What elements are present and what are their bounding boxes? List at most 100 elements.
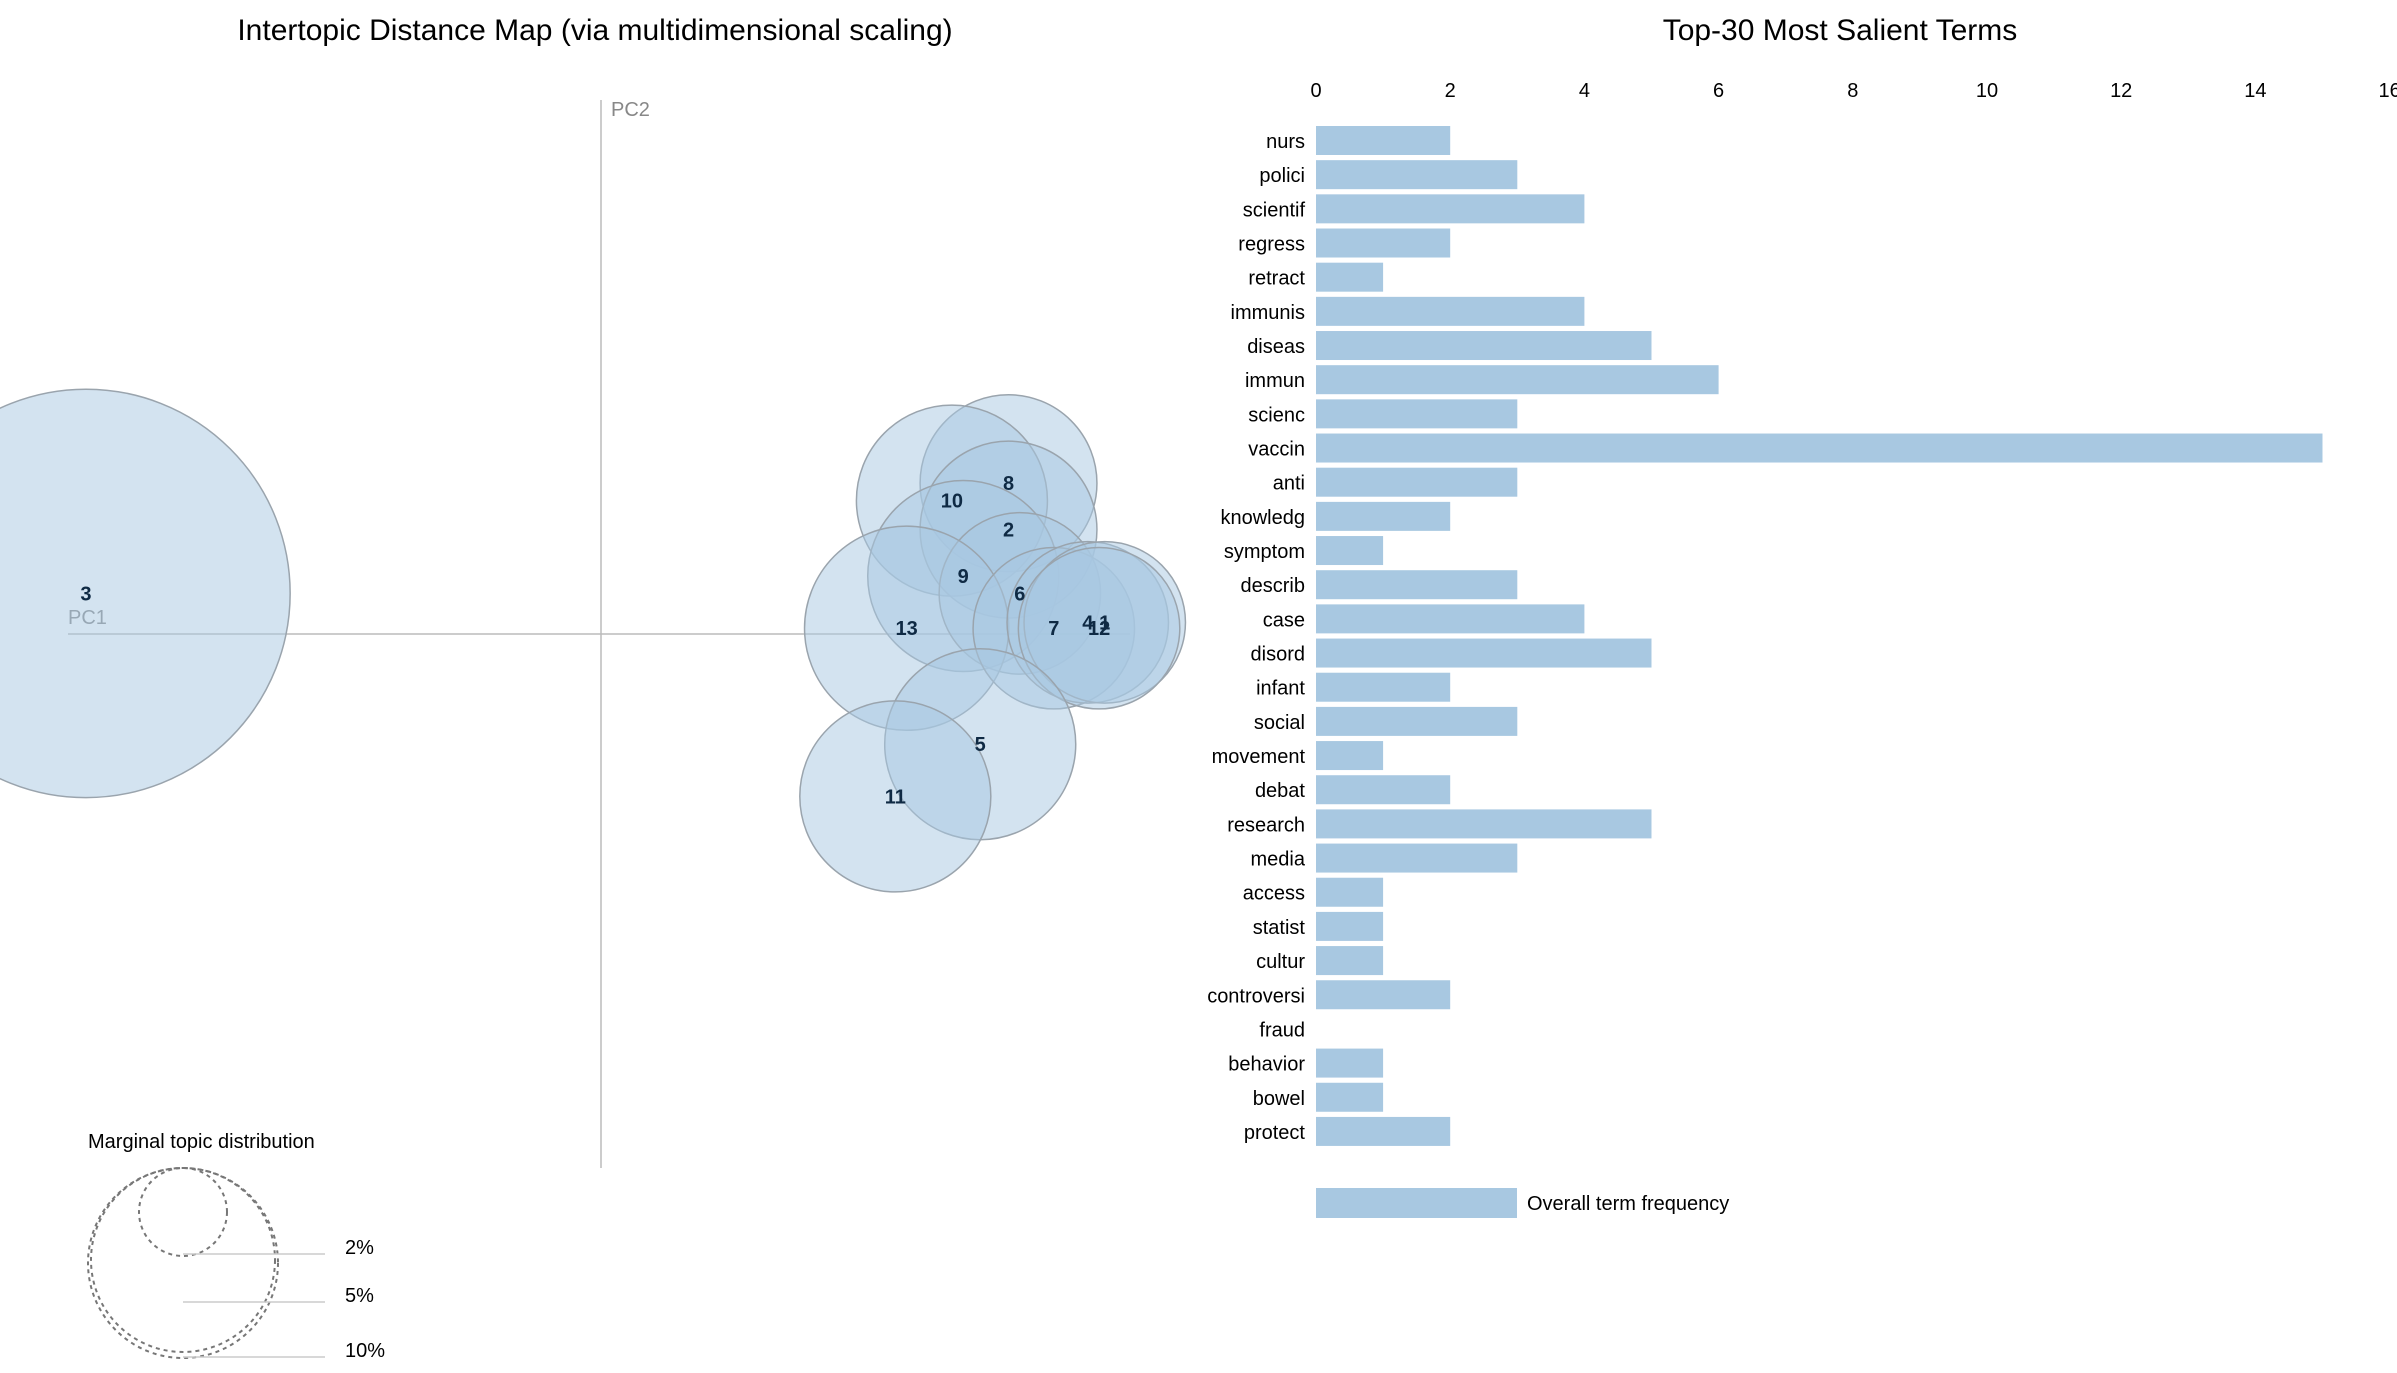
x-tick-label: 0 xyxy=(1310,80,1321,102)
term-bar-scienc[interactable] xyxy=(1316,399,1518,429)
term-label-diseas[interactable]: diseas xyxy=(1247,336,1305,358)
topic-label-13: 13 xyxy=(896,618,918,640)
legend-label-overall-frequency: Overall term frequency xyxy=(1527,1193,1729,1215)
term-bar-social[interactable] xyxy=(1316,706,1518,736)
term-bar-movement[interactable] xyxy=(1316,741,1384,771)
term-bar-vaccin[interactable] xyxy=(1316,433,2323,463)
topic-label-8: 8 xyxy=(1003,473,1014,495)
term-bar-immun[interactable] xyxy=(1316,365,1719,395)
term-label-scientif[interactable]: scientif xyxy=(1243,199,1306,221)
salient-terms-title: Top-30 Most Salient Terms xyxy=(1663,14,2018,47)
term-bar-knowledg[interactable] xyxy=(1316,501,1451,531)
topic-circle-12[interactable] xyxy=(1017,546,1181,710)
x-tick-label: 14 xyxy=(2244,80,2266,102)
topic-circle-11[interactable] xyxy=(799,700,992,893)
marginal-topic-legend: Marginal topic distribution 2% 5% 10% xyxy=(87,1131,385,1362)
term-label-infant[interactable]: infant xyxy=(1256,678,1305,700)
pc2-axis-label: PC2 xyxy=(611,99,650,121)
topic-label-6: 6 xyxy=(1014,583,1025,605)
term-label-case[interactable]: case xyxy=(1263,609,1305,631)
x-axis-ticks: 0 2 4 6 8 10 12 14 16 xyxy=(1310,80,2397,102)
legend-label-5pct: 5% xyxy=(345,1285,374,1307)
term-label-research[interactable]: research xyxy=(1227,814,1305,836)
topic-label-3: 3 xyxy=(80,583,91,605)
x-tick-label: 12 xyxy=(2110,80,2132,102)
x-tick-label: 2 xyxy=(1445,80,1456,102)
term-bar-retract[interactable] xyxy=(1316,262,1384,292)
legend-title: Marginal topic distribution xyxy=(88,1131,315,1153)
intertopic-map-title: Intertopic Distance Map (via multidimens… xyxy=(237,14,952,47)
term-label-statist[interactable]: statist xyxy=(1253,917,1306,939)
term-bar-bowel[interactable] xyxy=(1316,1082,1384,1112)
term-label-regress[interactable]: regress xyxy=(1238,234,1305,256)
term-label-polici[interactable]: polici xyxy=(1259,165,1305,187)
term-bar-behavior[interactable] xyxy=(1316,1048,1384,1078)
term-bar-immunis[interactable] xyxy=(1316,296,1585,326)
term-bar-scientif[interactable] xyxy=(1316,194,1585,224)
legend-circle-5pct xyxy=(90,1167,276,1353)
term-bar-controversi[interactable] xyxy=(1316,980,1451,1010)
term-label-knowledg[interactable]: knowledg xyxy=(1220,507,1305,529)
term-label-vaccin[interactable]: vaccin xyxy=(1248,439,1305,461)
term-label-bowel[interactable]: bowel xyxy=(1253,1088,1305,1110)
x-tick-label: 6 xyxy=(1713,80,1724,102)
term-label-anti[interactable]: anti xyxy=(1273,473,1305,495)
term-label-cultur[interactable]: cultur xyxy=(1256,951,1305,973)
term-bar-research[interactable] xyxy=(1316,809,1652,839)
legend-label-2pct: 2% xyxy=(345,1237,374,1259)
topic-label-10: 10 xyxy=(941,491,963,513)
term-bar-media[interactable] xyxy=(1316,843,1518,873)
topic-label-2: 2 xyxy=(1003,520,1014,542)
term-bar-diseas[interactable] xyxy=(1316,331,1652,361)
term-label-disord[interactable]: disord xyxy=(1251,644,1305,666)
term-labels[interactable]: nurs polici scientif regress retract immunis d… xyxy=(1207,131,1306,1144)
legend-circle-10pct xyxy=(87,1167,279,1359)
term-label-social[interactable]: social xyxy=(1254,712,1305,734)
term-label-immun[interactable]: immun xyxy=(1245,370,1305,392)
term-label-movement[interactable]: movement xyxy=(1212,746,1306,768)
legend-label-10pct: 10% xyxy=(345,1340,385,1362)
term-bar-protect[interactable] xyxy=(1316,1116,1451,1146)
term-label-fraud[interactable]: fraud xyxy=(1259,1019,1305,1041)
term-bar-debat[interactable] xyxy=(1316,775,1451,805)
topic-label-1: 1 xyxy=(1099,612,1110,634)
term-label-access[interactable]: access xyxy=(1243,883,1305,905)
term-label-controversi[interactable]: controversi xyxy=(1207,985,1305,1007)
term-label-retract[interactable]: retract xyxy=(1248,268,1305,290)
x-tick-label: 4 xyxy=(1579,80,1590,102)
topic-labels: 3 8 10 2 9 6 13 7 4 112 5 11 xyxy=(80,473,1110,808)
legend-swatch-overall-frequency xyxy=(1316,1188,1517,1218)
legend-circle-2pct xyxy=(138,1167,228,1257)
term-bar-cultur[interactable] xyxy=(1316,946,1384,976)
term-bar-access[interactable] xyxy=(1316,877,1384,907)
term-label-debat[interactable]: debat xyxy=(1255,780,1305,802)
topic-circles[interactable] xyxy=(0,388,1187,893)
term-bar-polici[interactable] xyxy=(1316,160,1518,190)
x-tick-label: 8 xyxy=(1847,80,1858,102)
term-label-protect[interactable]: protect xyxy=(1244,1122,1306,1144)
term-label-immunis[interactable]: immunis xyxy=(1231,302,1305,324)
term-label-nurs[interactable]: nurs xyxy=(1266,131,1305,153)
term-bar-disord[interactable] xyxy=(1316,638,1652,668)
term-label-describ[interactable]: describ xyxy=(1241,575,1305,597)
term-label-symptom[interactable]: symptom xyxy=(1224,541,1305,563)
x-tick-label: 10 xyxy=(1976,80,1998,102)
term-bar-case[interactable] xyxy=(1316,604,1585,634)
term-bar-statist[interactable] xyxy=(1316,911,1384,941)
term-bar-anti[interactable] xyxy=(1316,467,1518,497)
salient-terms-chart: 0 2 4 6 8 10 12 14 16 nurs polici scientif regress r… xyxy=(1207,80,2397,1218)
term-bar-describ[interactable] xyxy=(1316,570,1518,600)
term-bar-nurs[interactable] xyxy=(1316,126,1451,155)
term-label-scienc[interactable]: scienc xyxy=(1248,404,1305,426)
term-bars[interactable] xyxy=(1316,126,2323,1146)
term-bar-infant[interactable] xyxy=(1316,672,1451,702)
term-label-media[interactable]: media xyxy=(1251,849,1306,871)
term-bar-regress[interactable] xyxy=(1316,228,1451,258)
topic-circle-3[interactable] xyxy=(0,388,291,799)
topic-label-12: 12 xyxy=(1088,618,1110,640)
topic-label-11: 11 xyxy=(885,786,906,808)
term-label-behavior[interactable]: behavior xyxy=(1228,1054,1305,1076)
term-bar-symptom[interactable] xyxy=(1316,536,1384,566)
